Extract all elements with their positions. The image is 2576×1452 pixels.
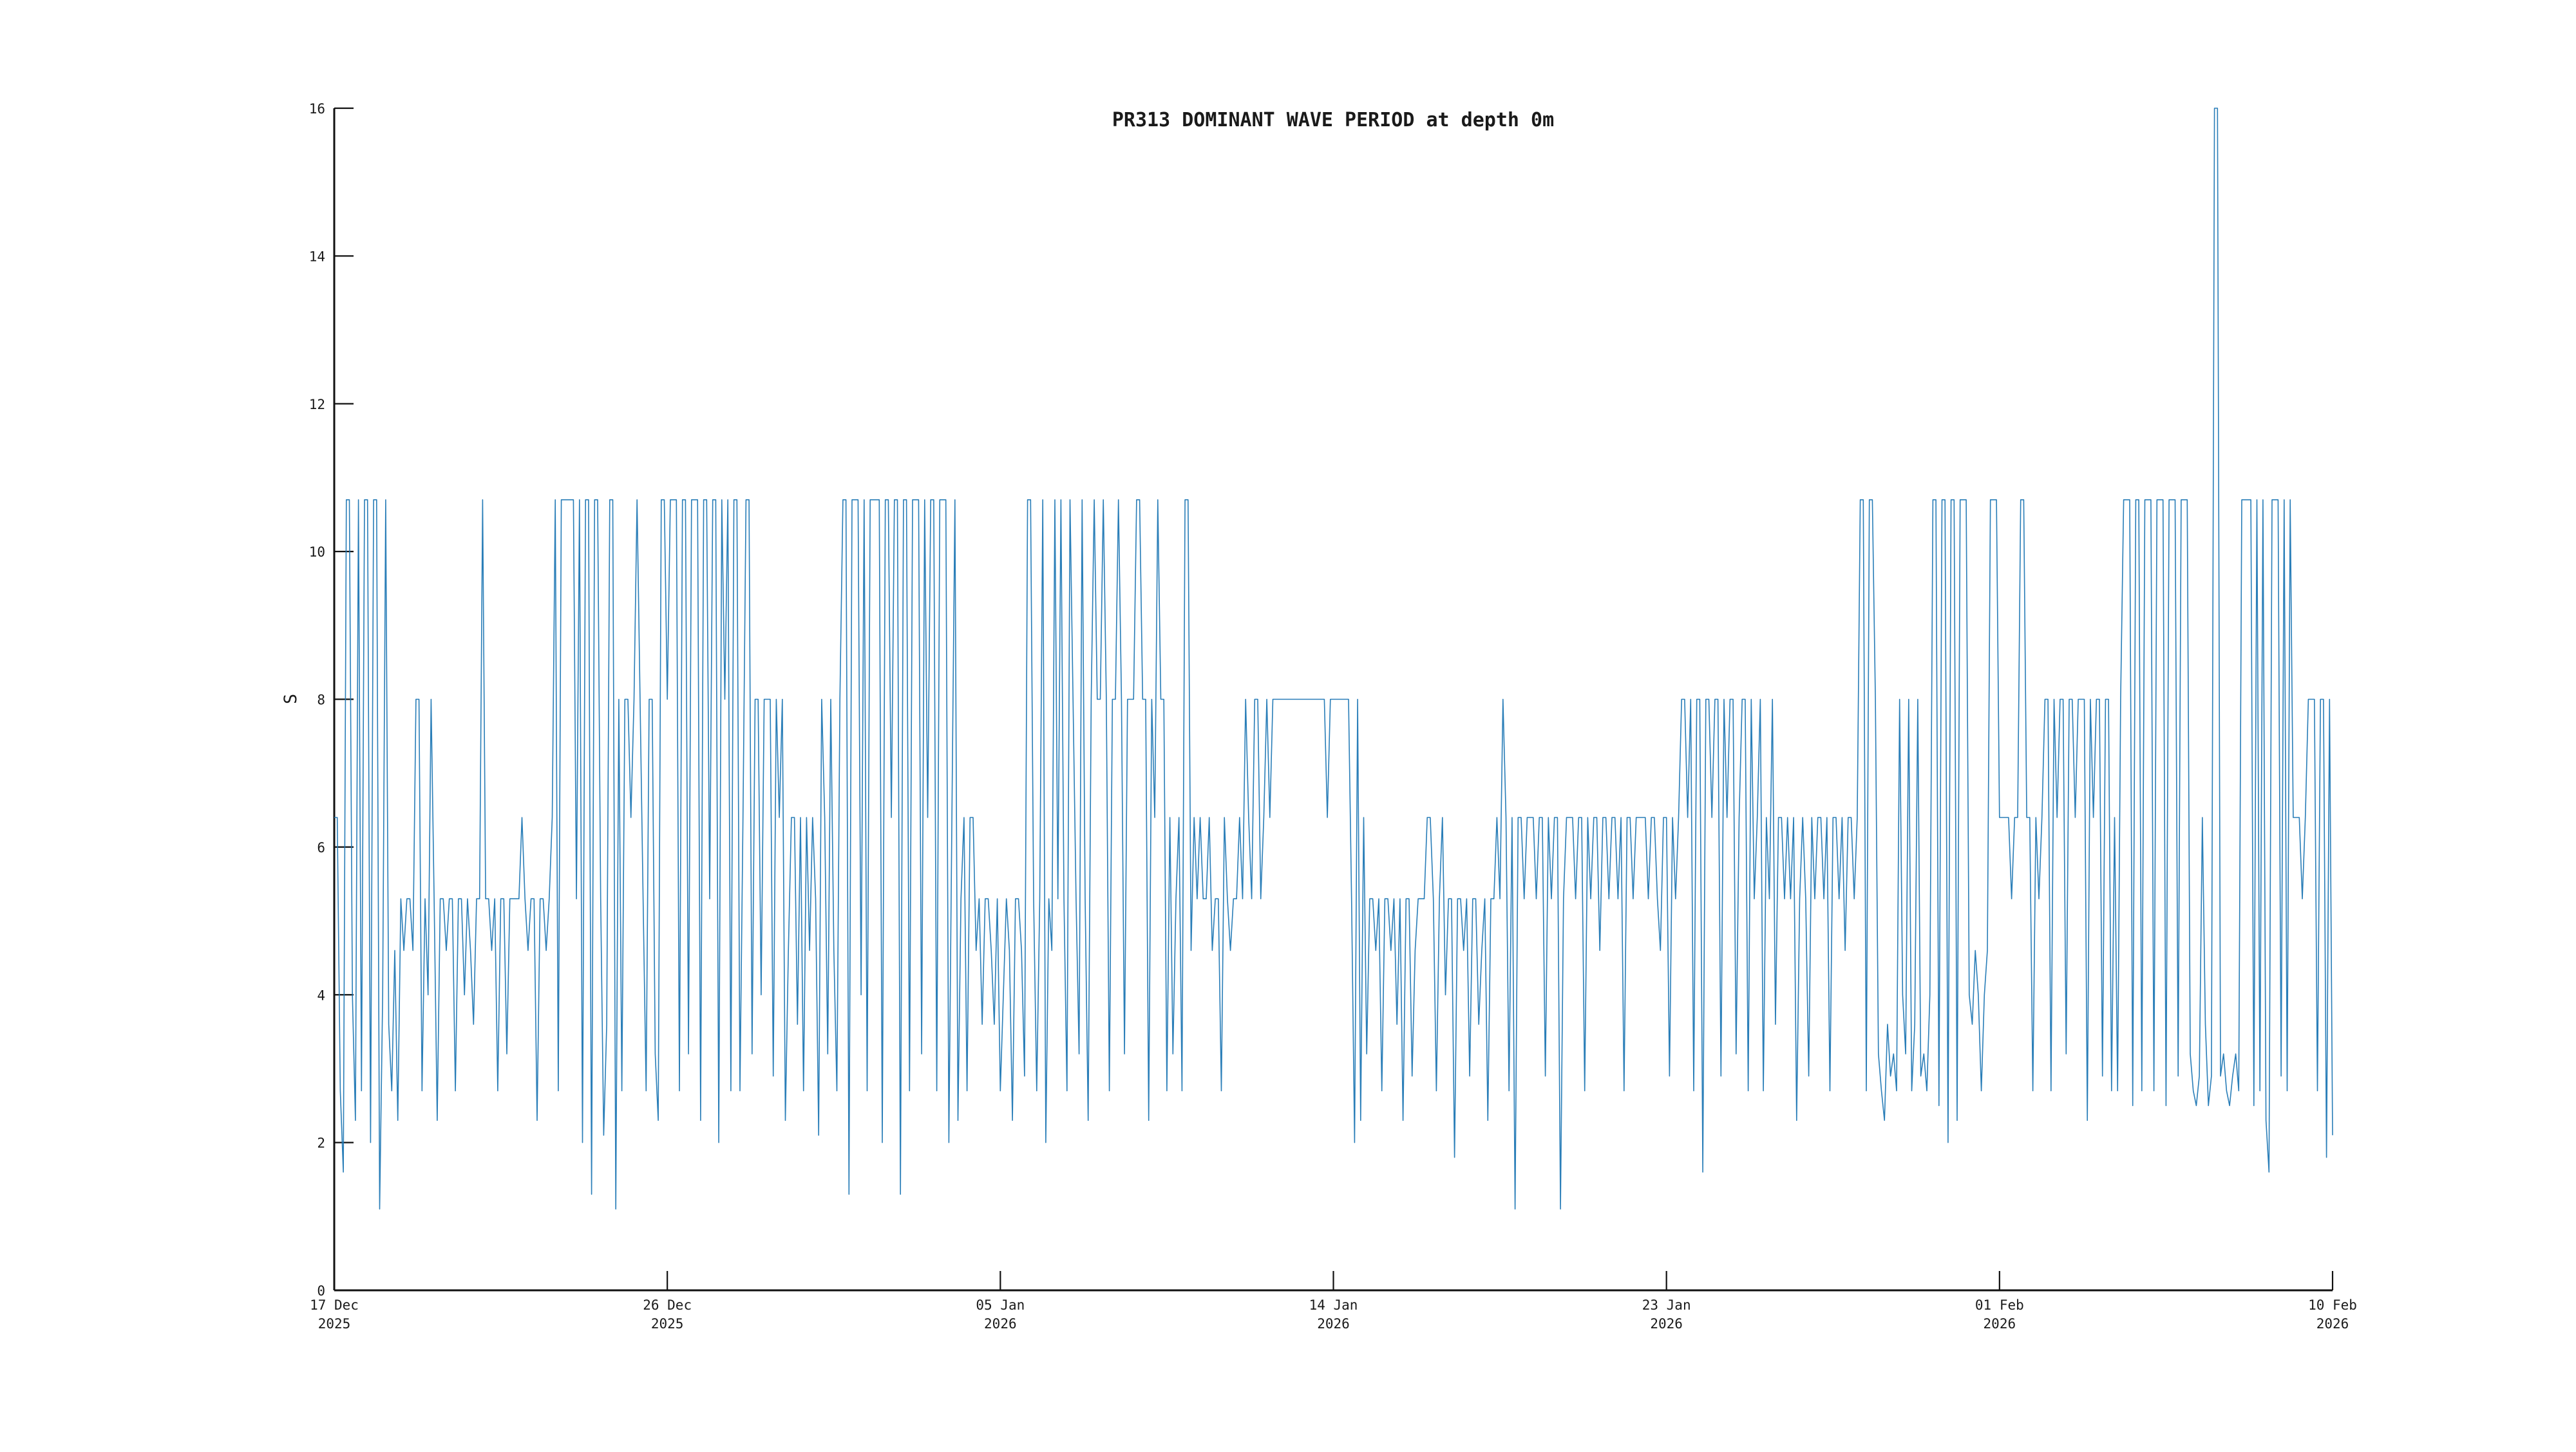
y-tick-label: 12	[309, 397, 325, 412]
y-axis-label: S	[281, 694, 301, 704]
y-tick-label: 0	[317, 1283, 325, 1299]
y-tick-label: 16	[309, 101, 325, 117]
x-tick-date-label: 17 Dec	[310, 1297, 359, 1313]
x-tick-date-label: 14 Jan	[1309, 1297, 1358, 1313]
y-tick-label: 14	[309, 249, 325, 264]
y-axis-ticks: 0 2 4 6 8 10 12 14 16	[309, 101, 354, 1299]
y-tick-label: 6	[317, 840, 325, 855]
x-tick-year-label: 2026	[1317, 1316, 1350, 1332]
y-tick-label: 2	[317, 1136, 325, 1151]
x-tick-date-label: 01 Feb	[1975, 1297, 2024, 1313]
y-tick-label: 4	[317, 988, 325, 1003]
x-tick-year-label: 2026	[1984, 1316, 2016, 1332]
y-tick-label: 10	[309, 544, 325, 560]
x-tick-year-label: 2026	[984, 1316, 1017, 1332]
x-tick-year-label: 2026	[1650, 1316, 1683, 1332]
x-tick-year-label: 2025	[651, 1316, 684, 1332]
y-tick-label: 8	[317, 693, 325, 708]
x-tick-date-label: 05 Jan	[976, 1297, 1025, 1313]
x-tick-date-label: 26 Dec	[643, 1297, 692, 1313]
wave-period-series-line	[334, 108, 2333, 1210]
x-tick-year-label: 2026	[2316, 1316, 2349, 1332]
x-tick-date-label: 10 Feb	[2308, 1297, 2357, 1313]
x-tick-year-label: 2025	[318, 1316, 351, 1332]
x-axis-ticks: 17 Dec 2025 26 Dec 2025 05 Jan 2026 14 Jan 2026…	[310, 1271, 2357, 1332]
chart-title: PR313 DOMINANT WAVE PERIOD at depth 0m	[1112, 109, 1554, 131]
x-tick-date-label: 23 Jan	[1642, 1297, 1691, 1313]
